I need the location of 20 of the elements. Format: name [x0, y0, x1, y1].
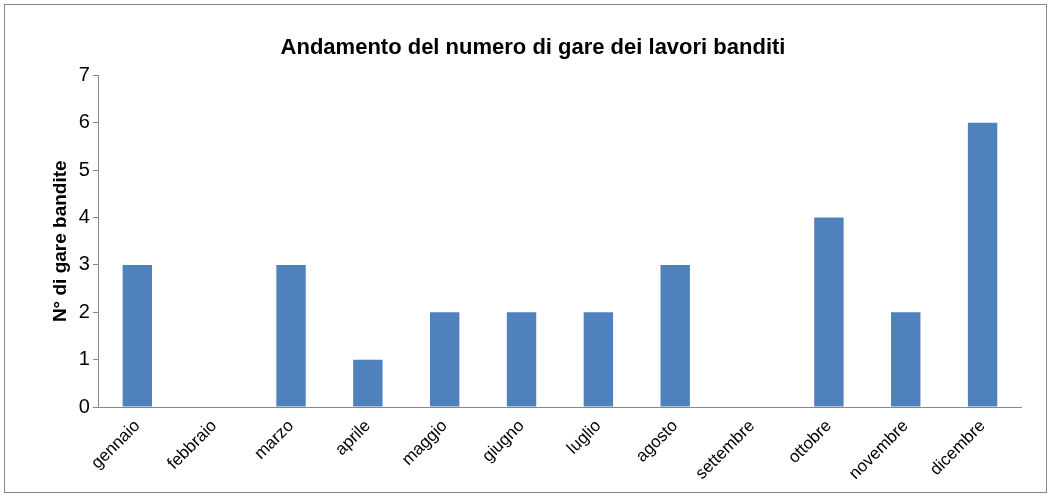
y-axis-title: N° di gare bandite — [48, 160, 70, 323]
y-tick-label: 4 — [78, 205, 90, 228]
chart-title: Andamento del numero di gare dei lavori banditi — [280, 34, 786, 60]
bar — [660, 264, 690, 407]
bar — [430, 312, 460, 407]
bar — [967, 122, 998, 407]
bar — [276, 264, 306, 407]
bar — [353, 359, 383, 407]
bar — [122, 264, 153, 407]
bar — [814, 217, 844, 407]
y-tick-label: 7 — [78, 62, 90, 85]
y-tick-label: 0 — [78, 394, 90, 417]
y-tick-label: 3 — [78, 252, 90, 275]
y-tick-label: 6 — [78, 110, 90, 133]
bar — [891, 312, 921, 407]
y-tick-label: 5 — [78, 157, 90, 180]
y-tick-label: 2 — [78, 299, 90, 322]
bar — [506, 312, 537, 407]
bar — [583, 312, 614, 407]
y-tick-label: 1 — [78, 347, 90, 370]
